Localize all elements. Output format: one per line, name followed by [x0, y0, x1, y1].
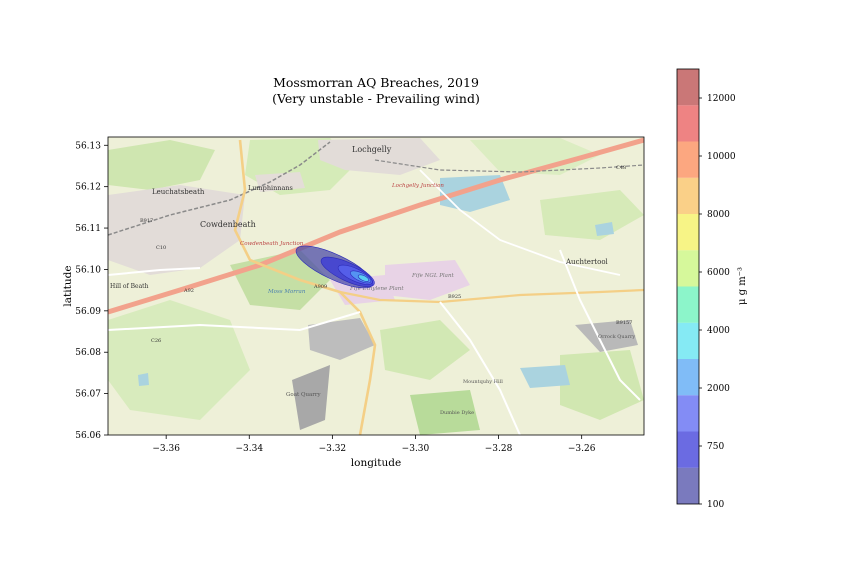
- map-label-road: C26: [151, 338, 161, 344]
- map-label-water: Moss Morran: [267, 289, 306, 295]
- x-axis-label: longitude: [351, 457, 401, 469]
- map-label-road: B925: [448, 294, 461, 300]
- map-green-area: [560, 350, 644, 420]
- map-green-area: [540, 190, 644, 240]
- colorbar-tick-label: 100: [707, 500, 724, 510]
- colorbar-tick-label: 8000: [707, 210, 730, 220]
- x-tick-label: −3.34: [235, 444, 263, 454]
- map-label-site: Dumbie Dyke: [440, 410, 474, 416]
- map-label-road: B917: [140, 218, 153, 224]
- x-tick-label: −3.36: [152, 444, 180, 454]
- map-label-site: Mountquhy Hill: [463, 379, 503, 385]
- colorbar-tick-label: 12000: [707, 94, 736, 104]
- road-secondary: [339, 288, 644, 304]
- map-label-site: Goat Quarry: [286, 392, 322, 398]
- road-secondary: [233, 139, 377, 435]
- x-tick-label: −3.32: [319, 444, 347, 454]
- y-tick-label: 56.12: [75, 183, 101, 193]
- y-tick-label: 56.07: [75, 390, 101, 400]
- map-loch: [595, 222, 614, 236]
- map-label-town: Lumphinnans: [248, 184, 293, 192]
- map-label-road: A909: [313, 284, 327, 290]
- colorbar-segment: [677, 322, 699, 359]
- colorbar-label: μ g m⁻³: [737, 267, 748, 305]
- colorbar-tick-label: 750: [707, 442, 724, 452]
- y-tick-label: 56.09: [75, 307, 101, 317]
- map-urban-area: [108, 185, 245, 275]
- axes-frame: [107, 136, 645, 436]
- colorbar-segment: [677, 467, 699, 504]
- map-urban-area: [255, 172, 305, 192]
- colorbar-frame: [676, 68, 700, 505]
- map-green-area: [380, 320, 470, 380]
- y-tick-label: 56.06: [75, 431, 101, 441]
- colorbar-segment: [677, 395, 699, 432]
- map-labels: Lochgelly Cowdenbeath Leuchatsbeath Lump…: [110, 145, 635, 416]
- railway: [374, 159, 644, 173]
- basemap: Lochgelly Cowdenbeath Leuchatsbeath Lump…: [108, 137, 644, 435]
- map-label-site: Orrock Quarry: [598, 334, 635, 340]
- x-tick-label: −3.30: [402, 444, 430, 454]
- map-quarry: [292, 365, 330, 430]
- road-minor: [559, 249, 641, 401]
- road-minor: [108, 311, 361, 332]
- colorbar-segment: [677, 69, 699, 106]
- map-urban-area: [318, 138, 440, 175]
- colorbar-segment: [677, 105, 699, 142]
- colorbar-tick-label: 4000: [707, 326, 730, 336]
- map-label-site: Fife Ethylene Plant: [349, 286, 404, 292]
- colorbar-segment: [677, 141, 699, 178]
- road-a92: [108, 137, 644, 315]
- colorbar-tick-label: 10000: [707, 152, 736, 162]
- plume-contour-6000: [357, 274, 370, 282]
- map-label-town: Auchtertool: [565, 258, 609, 266]
- y-tick-label: 56.10: [75, 265, 101, 275]
- colorbar-tick-label: 6000: [707, 268, 730, 278]
- y-tick-label: 56.08: [75, 348, 101, 358]
- x-tick-label: −3.28: [485, 444, 513, 454]
- colorbar-segment: [677, 359, 699, 396]
- map-loch: [138, 373, 149, 386]
- railway: [108, 141, 331, 236]
- map-label-town: Leuchatsbeath: [152, 188, 205, 196]
- map-green-area: [410, 390, 480, 435]
- x-axis-ticks: −3.36 −3.34 −3.32 −3.30 −3.28 −3.26: [152, 435, 596, 454]
- colorbar: 100 750 2000 4000 6000 8000 10000 12000: [677, 69, 736, 510]
- map-label-rail: Lochgelly Junction: [391, 183, 444, 189]
- map-green-area: [108, 140, 215, 190]
- x-tick-label: −3.26: [568, 444, 596, 454]
- chart-title: Mossmorran AQ Breaches, 2019: [273, 75, 479, 90]
- map-label-road: C10: [156, 245, 166, 251]
- map-green-area: [470, 138, 600, 175]
- colorbar-segment: [677, 177, 699, 214]
- map-label-road: A92: [183, 288, 194, 294]
- map-label-road: B9157: [616, 320, 632, 326]
- map-plant-area: [385, 260, 470, 300]
- map-loch: [520, 365, 570, 388]
- y-axis-label: latitude: [62, 265, 74, 306]
- road-minor: [419, 169, 621, 276]
- colorbar-segment: [677, 431, 699, 468]
- map-label-rail: Cowdenbeath Junction: [240, 241, 304, 247]
- road-minor: [108, 267, 201, 276]
- colorbar-segment: [677, 214, 699, 251]
- map-label-town: Lochgelly: [352, 145, 392, 154]
- road-minor: [439, 301, 521, 435]
- y-axis-ticks: 56.06 56.07 56.08 56.09 56.10 56.11 56.12 56.13: [75, 141, 108, 441]
- map-label-road: C48: [616, 165, 626, 171]
- y-tick-label: 56.13: [75, 141, 101, 151]
- colorbar-tick-label: 2000: [707, 384, 730, 394]
- map-label-town: Cowdenbeath: [200, 220, 256, 229]
- chart-subtitle: (Very unstable - Prevailing wind): [272, 91, 480, 106]
- plume-contours: [295, 245, 375, 289]
- colorbar-segment: [677, 250, 699, 287]
- map-label-site: Fife NGL Plant: [411, 273, 455, 279]
- colorbar-segment: [677, 286, 699, 323]
- map-quarry: [308, 318, 375, 360]
- y-tick-label: 56.11: [75, 224, 101, 234]
- map-label-town: Hill of Beath: [110, 283, 149, 290]
- map-quarry: [575, 320, 638, 352]
- map-green-area: [108, 300, 250, 420]
